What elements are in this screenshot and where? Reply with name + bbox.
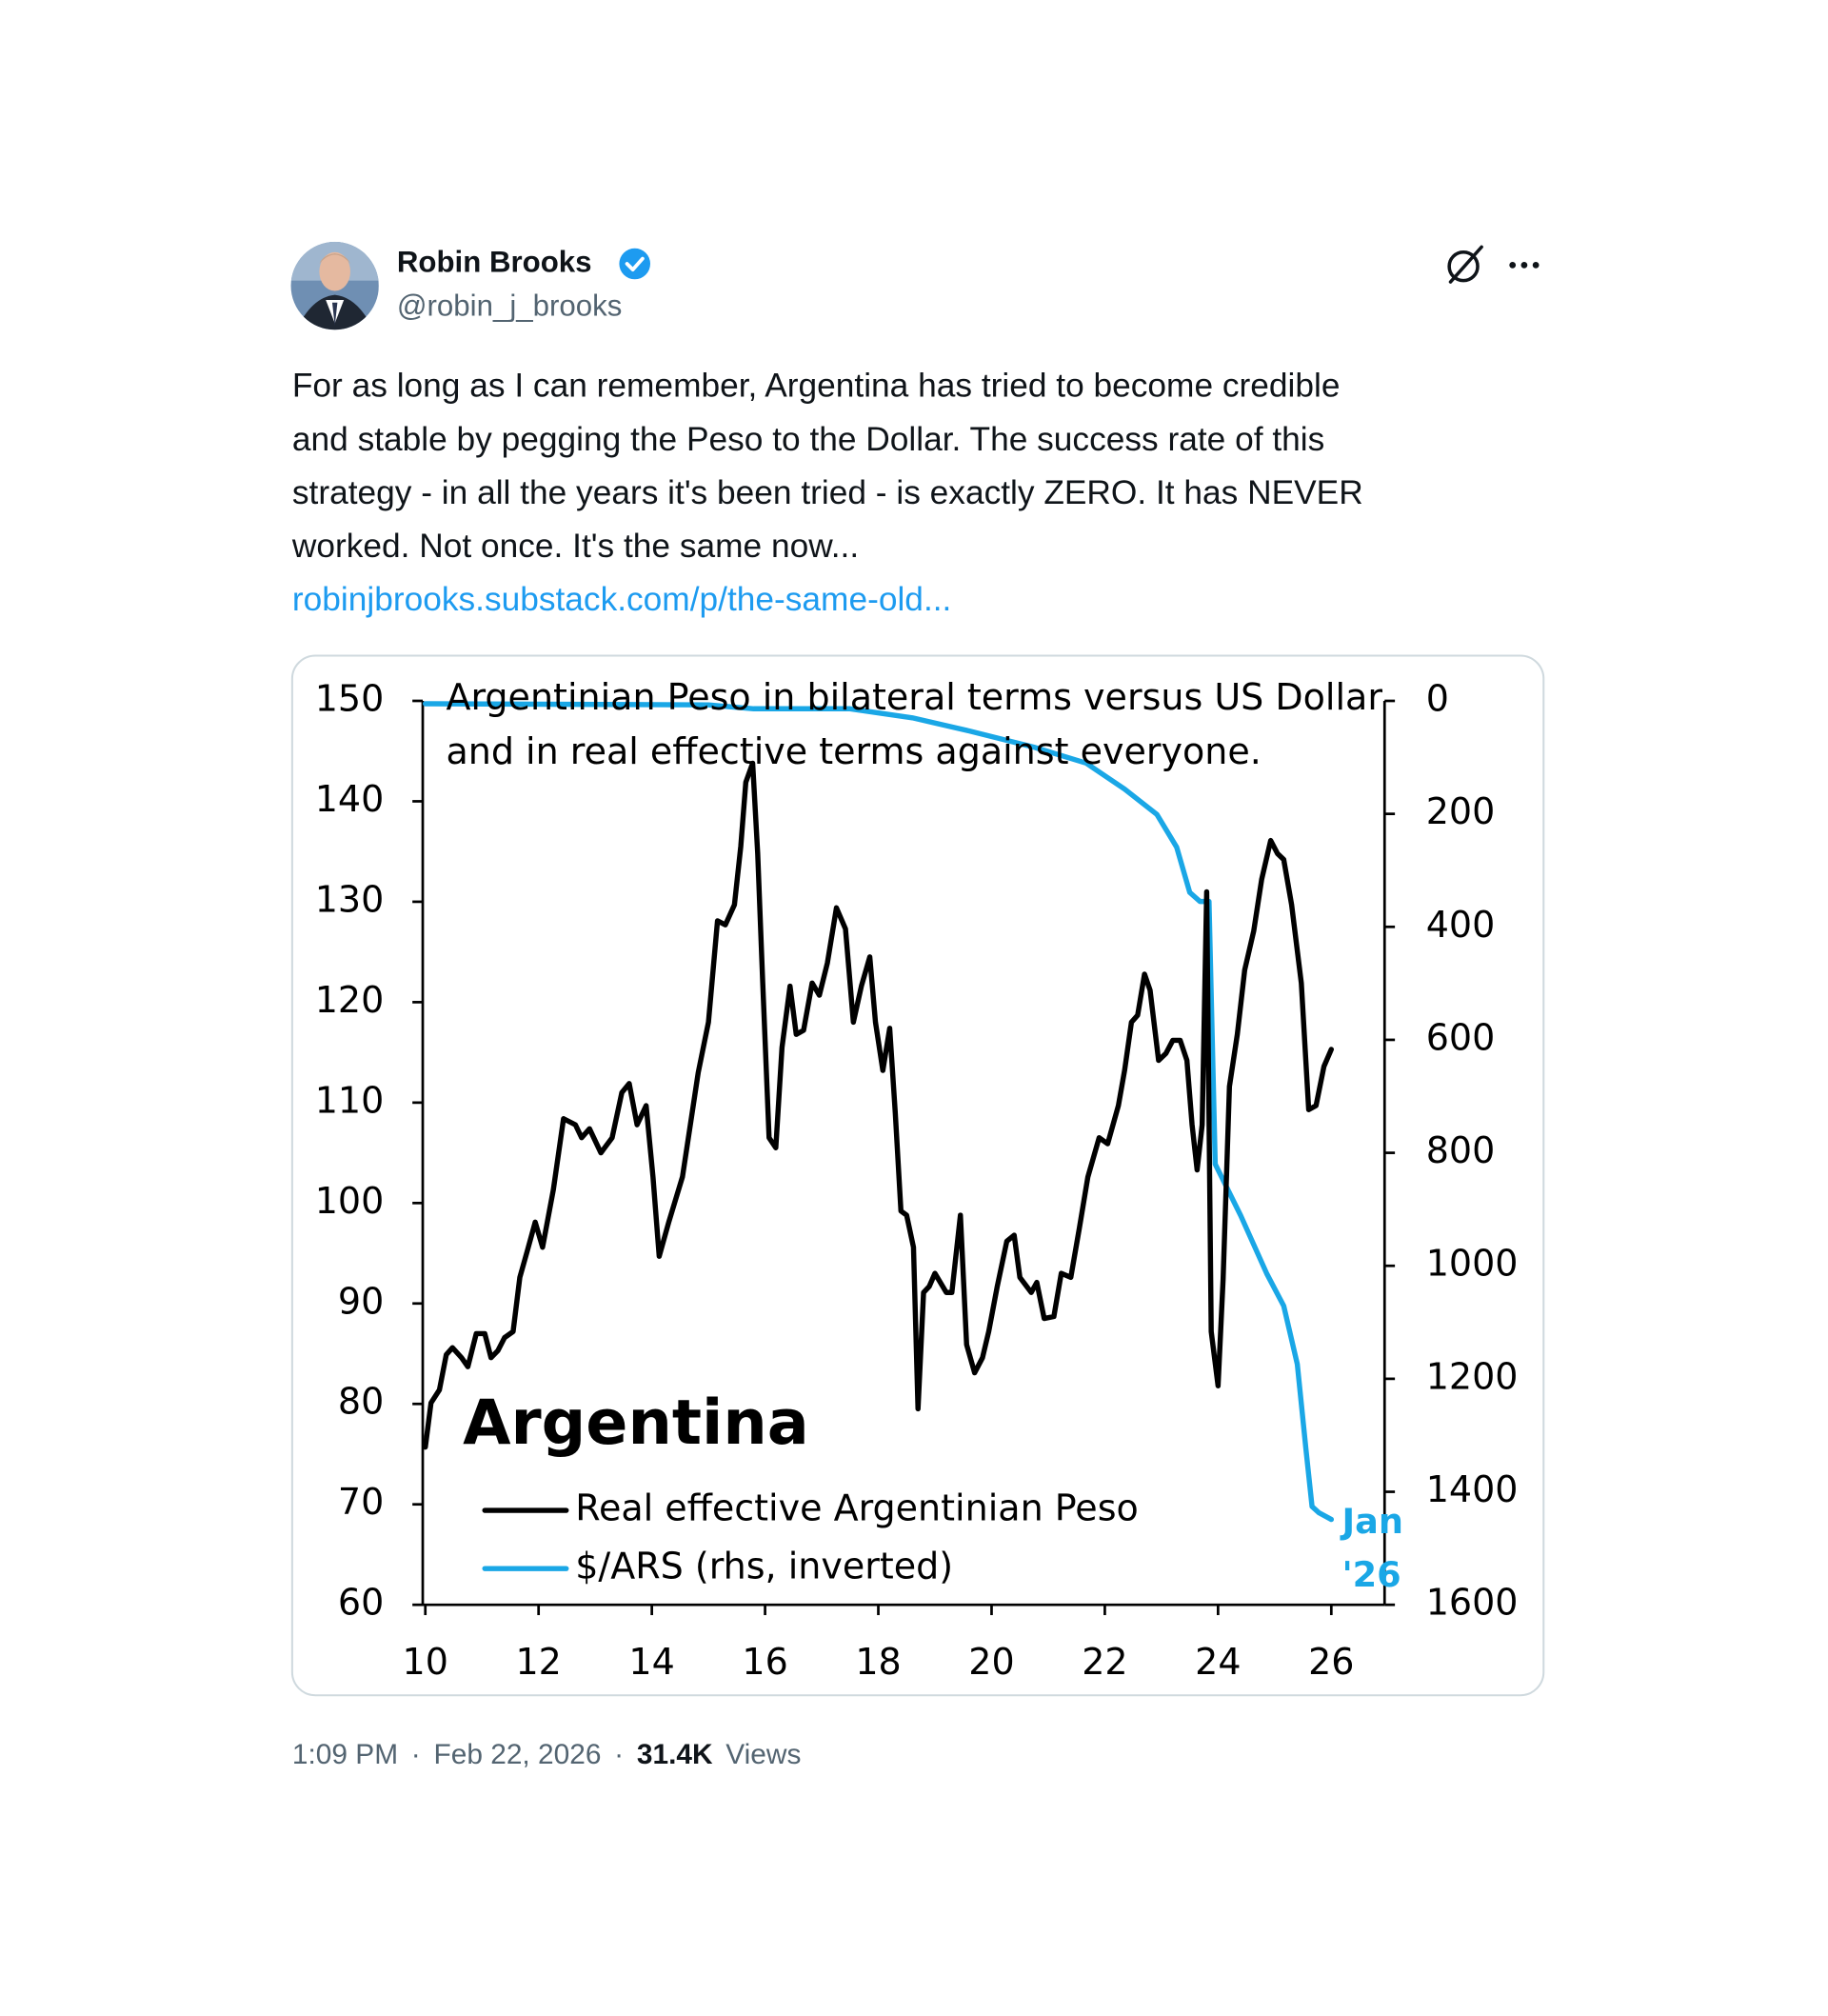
verified-badge xyxy=(619,248,650,280)
y2-tick-label: 1400 xyxy=(1426,1468,1519,1510)
x-tick-label: 22 xyxy=(1082,1641,1127,1683)
timestamp[interactable]: 1:09 PM xyxy=(292,1739,398,1770)
y-tick-label: 70 xyxy=(338,1481,384,1523)
y-tick-label: 80 xyxy=(338,1381,384,1423)
avatar[interactable] xyxy=(290,241,379,333)
y2-tick-label: 600 xyxy=(1426,1016,1496,1058)
tweet-meta: 1:09 PM · Feb 22, 2026 · 31.4K Views xyxy=(292,1739,802,1770)
x-tick-label: 14 xyxy=(628,1641,674,1683)
x-tick-label: 16 xyxy=(742,1641,787,1683)
x-tick-label: 24 xyxy=(1195,1641,1241,1683)
legend-label: Real effective Argentinian Peso xyxy=(575,1487,1139,1529)
y2-tick-label: 200 xyxy=(1426,790,1496,832)
x-tick-label: 10 xyxy=(403,1641,448,1683)
end-label: Jan xyxy=(1339,1501,1402,1542)
chart-title: Argentinian Peso in bilateral terms vers… xyxy=(446,676,1382,718)
author-handle[interactable]: @robin_j_brooks xyxy=(397,289,622,322)
tweet-text-line: and stable by pegging the Peso to the Do… xyxy=(292,421,1324,458)
y2-tick-label: 400 xyxy=(1426,904,1496,946)
x-tick-label: 18 xyxy=(855,1641,901,1683)
views-count: 31.4K xyxy=(637,1739,713,1770)
chart-annotation: Argentina xyxy=(463,1387,809,1459)
legend-label: $/ARS (rhs, inverted) xyxy=(575,1546,953,1587)
y2-tick-label: 1600 xyxy=(1426,1582,1519,1624)
views-label: Views xyxy=(725,1739,801,1770)
series-line xyxy=(423,701,1335,1523)
y-tick-label: 110 xyxy=(315,1079,385,1121)
y-tick-label: 150 xyxy=(315,677,385,719)
y-tick-label: 120 xyxy=(315,979,385,1021)
tweet-text-line: worked. Not once. It's the same now... xyxy=(291,528,859,565)
media-card[interactable] xyxy=(290,654,1545,1697)
x-tick-label: 26 xyxy=(1308,1641,1354,1683)
series-line xyxy=(423,760,1335,1450)
chart-title: and in real effective terms against ever… xyxy=(446,730,1261,772)
tweet-text-line: strategy - in all the years it's been tr… xyxy=(292,474,1363,511)
tweet-text: For as long as I can remember, Argentina… xyxy=(291,368,1363,565)
link[interactable]: robinjbrooks.substack.com/p/the-same-old… xyxy=(292,581,951,618)
date[interactable]: Feb 22, 2026 xyxy=(433,1739,601,1770)
separator: · xyxy=(411,1739,421,1770)
y2-tick-label: 1000 xyxy=(1426,1243,1519,1285)
more-button[interactable] xyxy=(1509,261,1540,269)
y2-tick-label: 800 xyxy=(1426,1129,1496,1171)
y-tick-label: 130 xyxy=(315,878,385,920)
x-tick-label: 20 xyxy=(968,1641,1014,1683)
y-tick-label: 100 xyxy=(315,1180,385,1222)
y-tick-label: 90 xyxy=(338,1280,384,1322)
separator: · xyxy=(614,1739,624,1770)
y2-tick-label: 0 xyxy=(1426,677,1449,719)
y-tick-label: 60 xyxy=(338,1582,384,1624)
x-tick-label: 12 xyxy=(515,1641,561,1683)
y2-tick-label: 1200 xyxy=(1426,1355,1519,1397)
author-name[interactable]: Robin Brooks xyxy=(397,245,592,278)
grok-icon[interactable] xyxy=(1447,245,1483,284)
end-label: '26 xyxy=(1341,1554,1401,1595)
y-tick-label: 140 xyxy=(315,778,385,820)
tweet-text-line: For as long as I can remember, Argentina… xyxy=(292,368,1341,405)
chart: 60 70 80 90 100 110 120 130 140 150 0 200 400 600 800 1… xyxy=(315,676,1519,1683)
